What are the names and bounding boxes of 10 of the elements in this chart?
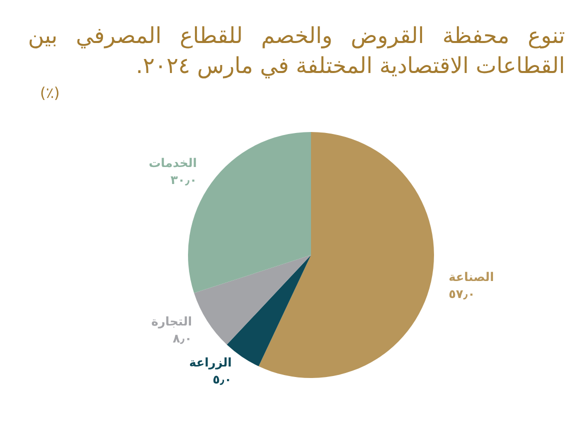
data-label: ٣٠٫٠ <box>170 173 197 188</box>
data-label: ٥٫٠ <box>212 372 232 387</box>
slice-label: الصناعة <box>448 270 494 284</box>
slice-label: الخدمات <box>148 156 197 170</box>
chart-subtitle: (٪) <box>40 84 60 102</box>
slice-label: الزراعة <box>189 356 232 370</box>
chart-title: تنوع محفظة القروض والخصم للقطاع المصرفي بين القطاعات الاقتصادية المختلفة في مارس ٢٠٢٤. <box>28 23 565 81</box>
slice-label: التجارة <box>151 314 192 329</box>
data-label: ٥٧٫٠ <box>448 286 476 301</box>
data-label: ٨٫٠ <box>172 332 192 346</box>
